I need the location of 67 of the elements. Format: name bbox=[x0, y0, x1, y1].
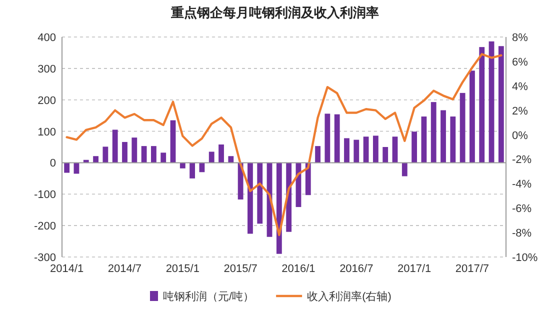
y2-tick-label: -2% bbox=[512, 154, 532, 166]
bar bbox=[64, 162, 70, 173]
y2-tick-label: 6% bbox=[512, 56, 528, 68]
bar bbox=[190, 162, 196, 178]
bar bbox=[150, 146, 156, 163]
bar bbox=[479, 47, 485, 163]
bar bbox=[180, 162, 186, 168]
bar bbox=[218, 144, 224, 163]
y2-tick-label: 8% bbox=[512, 32, 528, 44]
bar bbox=[112, 130, 118, 163]
bar bbox=[498, 46, 504, 163]
legend-label: 吨钢利润（元/吨） bbox=[163, 290, 254, 303]
bar bbox=[421, 116, 427, 163]
bar bbox=[324, 114, 330, 163]
bar bbox=[354, 140, 360, 163]
x-tick-label: 2017/1 bbox=[397, 263, 432, 275]
bar bbox=[334, 114, 340, 163]
y-tick-label: 100 bbox=[38, 126, 56, 138]
bar bbox=[412, 132, 418, 163]
x-tick-label: 2016/1 bbox=[282, 263, 316, 275]
x-tick-label: 2015/1 bbox=[166, 263, 200, 275]
bar bbox=[315, 146, 320, 163]
y2-tick-label: -10% bbox=[512, 252, 538, 264]
bar bbox=[392, 136, 398, 163]
x-tick-label: 2017/7 bbox=[455, 263, 490, 275]
bar bbox=[305, 162, 311, 196]
bar bbox=[344, 138, 350, 163]
x-tick-label: 2014/1 bbox=[50, 263, 84, 275]
bar bbox=[228, 156, 234, 163]
bar bbox=[160, 152, 166, 163]
bar bbox=[488, 41, 494, 163]
y-tick-label: 400 bbox=[38, 32, 56, 44]
y2-tick-label: 2% bbox=[512, 105, 528, 118]
bar bbox=[402, 162, 408, 176]
line-series bbox=[66, 53, 502, 236]
y-tick-label: 200 bbox=[38, 94, 56, 107]
bar bbox=[208, 152, 214, 163]
bar bbox=[257, 162, 263, 224]
x-tick-label: 2015/7 bbox=[224, 263, 258, 275]
y-tick-label: -300 bbox=[34, 252, 56, 264]
legend-label: 收入利润率(右轴) bbox=[307, 290, 392, 303]
bar bbox=[440, 110, 446, 163]
bar bbox=[363, 136, 369, 163]
x-tick-label: 2016/7 bbox=[340, 263, 374, 275]
y-tick-label: -100 bbox=[34, 189, 56, 202]
bar bbox=[460, 92, 466, 163]
bar bbox=[170, 120, 176, 163]
bar bbox=[450, 116, 456, 163]
y-tick-label: 0 bbox=[50, 158, 56, 170]
bar bbox=[430, 102, 436, 163]
bar bbox=[470, 70, 475, 163]
y2-tick-label: -8% bbox=[512, 228, 532, 240]
y2-tick-label: 0% bbox=[512, 130, 528, 142]
bar bbox=[372, 136, 378, 163]
bar bbox=[248, 162, 253, 234]
y2-tick-label: 4% bbox=[512, 80, 528, 93]
bar bbox=[102, 146, 108, 163]
bar bbox=[122, 142, 128, 163]
y-tick-label: 300 bbox=[38, 63, 56, 76]
x-tick-label: 2014/7 bbox=[108, 263, 142, 275]
chart-title: 重点钢企每月吨钢利润及收入利润率 bbox=[170, 5, 379, 20]
bar bbox=[93, 156, 98, 163]
bar bbox=[132, 138, 138, 163]
y-tick-label: -200 bbox=[34, 220, 56, 233]
y2-tick-label: -4% bbox=[512, 178, 532, 191]
y2-tick-label: -6% bbox=[512, 203, 532, 216]
bar bbox=[382, 147, 388, 163]
